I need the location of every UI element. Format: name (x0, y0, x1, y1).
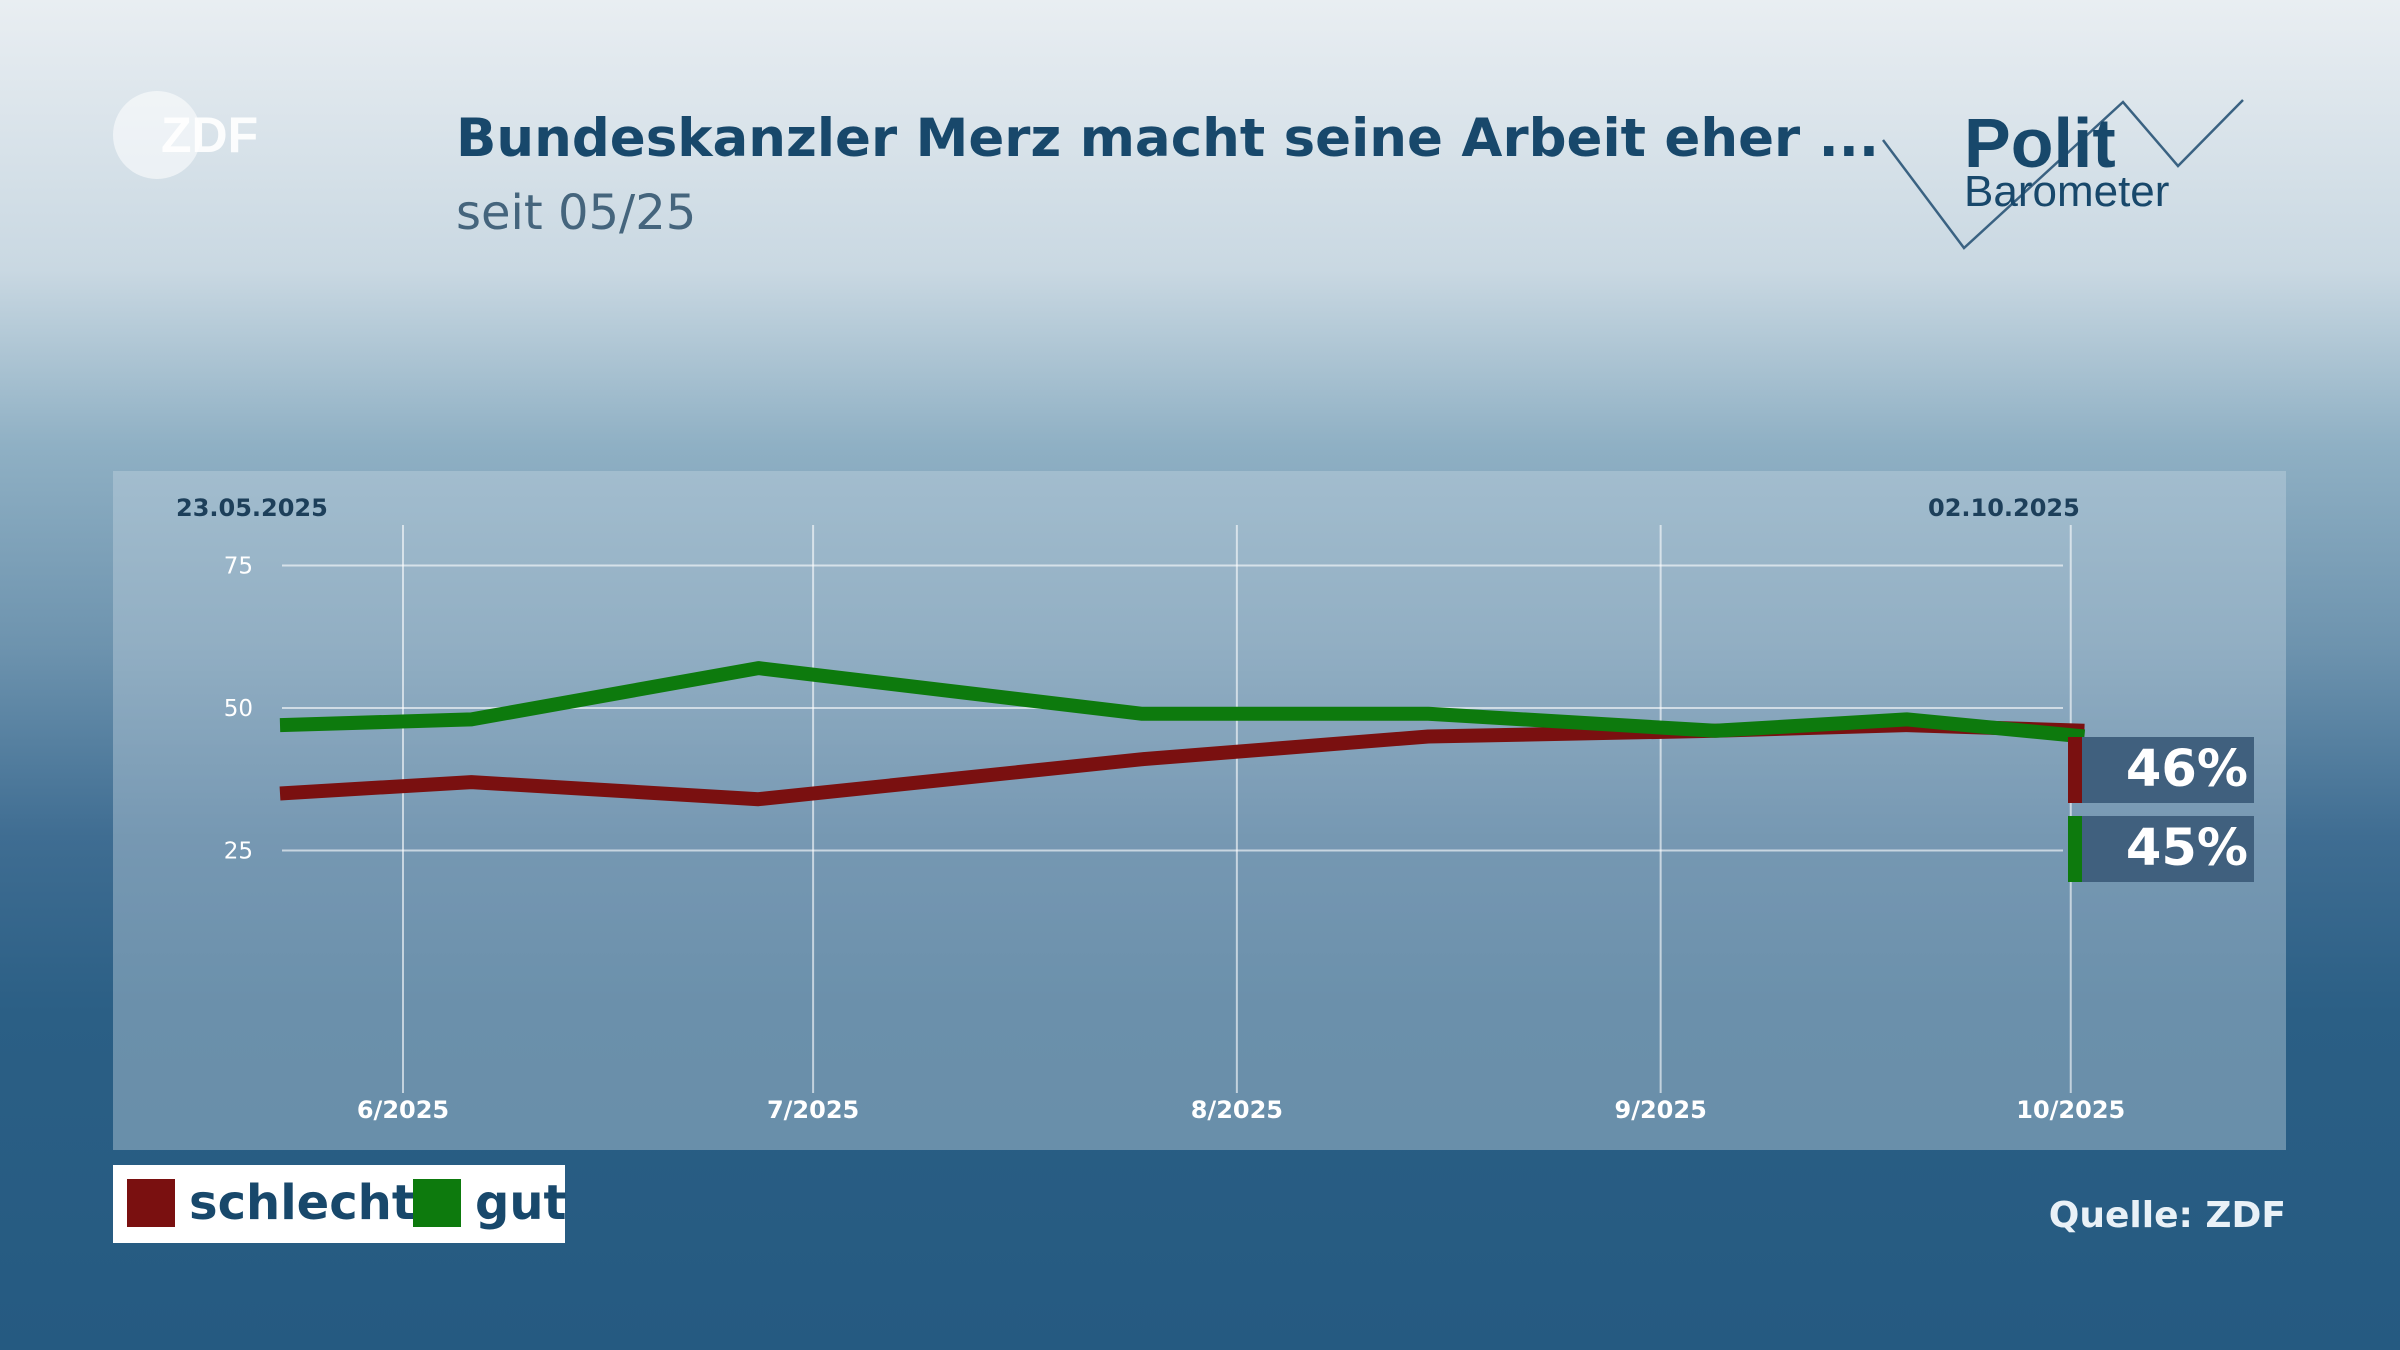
date-end-label: 02.10.2025 (1928, 494, 2080, 522)
date-start-label: 23.05.2025 (176, 494, 328, 522)
chart-subtitle: seit 05/25 (456, 185, 697, 241)
line-chart: 25 50 75 6/2025 7/2025 8/2025 9/2025 10/2025 (224, 525, 2125, 1124)
barometer-zigzag-icon (1882, 99, 2244, 250)
zdf-logo-text: ZDF (161, 107, 258, 163)
politbarometer-logo: Polit Barometer (1878, 90, 2248, 260)
zdf-logo: ZDF (113, 91, 258, 179)
legend-label-schlecht: schlecht (189, 1175, 415, 1231)
x-tick-label: 6/2025 (357, 1096, 449, 1124)
legend-swatch-gut (413, 1179, 461, 1227)
brand-word-barometer: Barometer (1964, 167, 2170, 216)
legend-label-gut: gut (475, 1175, 567, 1231)
legend: schlecht gut (113, 1165, 567, 1243)
value-box-schlecht-swatch (2068, 737, 2082, 803)
series-line-schlecht (279, 718, 2085, 807)
value-label-gut: 45% (2125, 819, 2248, 878)
x-tick-label: 9/2025 (1615, 1096, 1707, 1124)
value-box-gut: 45% (2068, 816, 2254, 882)
value-box-gut-swatch (2068, 816, 2082, 882)
y-tick-label: 75 (224, 554, 253, 580)
x-tick-label: 7/2025 (767, 1096, 859, 1124)
value-box-schlecht: 46% (2068, 737, 2254, 803)
chart-panel: 25 50 75 6/2025 7/2025 8/2025 9/2025 10/2025 (113, 471, 2286, 1150)
y-tick-label: 50 (224, 696, 253, 722)
brand-word-polit: Polit (1964, 104, 2116, 182)
series-line-gut (279, 661, 2086, 744)
chart-title: Bundeskanzler Merz macht seine Arbeit eh… (456, 108, 1880, 169)
x-tick-label: 10/2025 (2016, 1096, 2125, 1124)
source-label: Quelle: ZDF (2048, 1195, 2286, 1236)
legend-swatch-schlecht (127, 1179, 175, 1227)
y-tick-label: 25 (224, 839, 253, 865)
x-tick-label: 8/2025 (1191, 1096, 1283, 1124)
value-label-schlecht: 46% (2125, 740, 2248, 799)
